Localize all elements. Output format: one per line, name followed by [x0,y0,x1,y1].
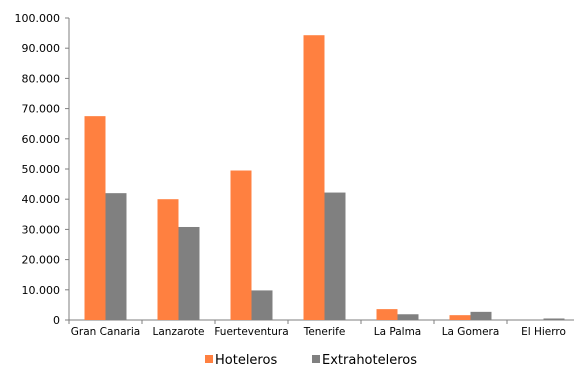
x-tick-label: La Gomera [442,326,500,338]
bar-extrahoteleros [105,193,127,320]
y-tick-label: 80.000 [22,72,61,85]
legend-swatch [312,355,320,363]
y-tick-label: 100.000 [15,12,61,25]
y-axis: 0 10.000 20.000 30.000 40.000 50.000 60.000 70.… [15,12,70,327]
y-tick-label: 40.000 [22,193,61,206]
bar-extrahoteleros [470,311,492,320]
bar-hoteleros [230,170,252,320]
bar-extrahoteleros [178,226,200,320]
bar-hoteleros [303,35,325,321]
y-tick-label: 50.000 [22,163,61,176]
bar-extrahoteleros [251,290,273,320]
bar-hoteleros [157,199,179,320]
y-tick-label: 0 [53,314,60,327]
x-tick-label: Gran Canaria [71,326,140,338]
bar-hoteleros [449,315,471,320]
bar-extrahoteleros [324,192,346,320]
y-tick-label: 70.000 [22,103,61,116]
legend-swatch [205,355,213,363]
bars [84,35,565,321]
legend-label: Hoteleros [215,353,277,367]
bar-hoteleros [84,116,106,321]
bar-extrahoteleros [397,314,419,320]
bar-hoteleros [376,309,398,320]
legend-label: Extrahoteleros [322,353,417,367]
y-tick-label: 60.000 [22,133,61,146]
x-tick-label: El Hierro [521,326,566,338]
x-tick-label: Fuerteventura [214,326,288,338]
y-tick-label: 20.000 [22,254,61,267]
legend: Hoteleros Extrahoteleros [205,353,417,367]
x-tick-label: Lanzarote [153,326,205,338]
y-tick-label: 10.000 [22,284,61,297]
bar-extrahoteleros [543,318,565,320]
x-tick-label: Tenerife [303,326,346,338]
y-tick-label: 90.000 [22,42,61,55]
y-tick-label: 30.000 [22,223,61,236]
x-tick-label: La Palma [374,326,422,338]
x-axis: Gran Canaria Lanzarote Fuerteventura Teneri… [68,319,574,338]
